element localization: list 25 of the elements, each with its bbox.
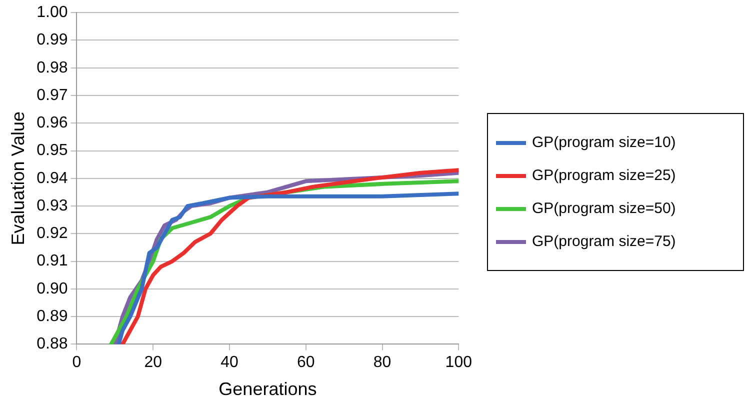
y-tick-label: 0.93 [36,197,68,214]
x-tick-label: 100 [445,354,472,372]
y-tick-label: 0.88 [36,336,68,353]
y-tick-label: 0.94 [36,170,68,187]
y-tick-label: 1.00 [36,4,68,22]
x-tick-label: 20 [144,354,162,372]
x-tick-label: 80 [373,354,392,372]
legend-label: GP(program size=10) [532,134,676,151]
y-axis-title: Evaluation Value [8,112,28,246]
x-tick-label: 40 [220,354,239,372]
y-tick-label: 0.96 [36,114,68,132]
y-tick-label: 0.92 [36,225,68,242]
y-tick-label: 0.91 [36,252,68,270]
y-tick-label: 0.89 [36,308,68,325]
x-axis-title: Generations [218,379,317,400]
legend-label: GP(program size=75) [532,233,676,250]
x-tick-label: 60 [296,354,315,372]
y-tick-label: 0.90 [36,280,68,298]
x-tick-label: 0 [72,354,82,372]
legend-label: GP(program size=50) [532,200,676,217]
legend-label: GP(program size=25) [532,167,676,184]
y-tick-label: 0.99 [36,32,68,49]
y-tick-label: 0.97 [36,86,68,104]
y-tick-label: 0.95 [36,142,68,160]
y-tick-label: 0.98 [36,59,68,76]
